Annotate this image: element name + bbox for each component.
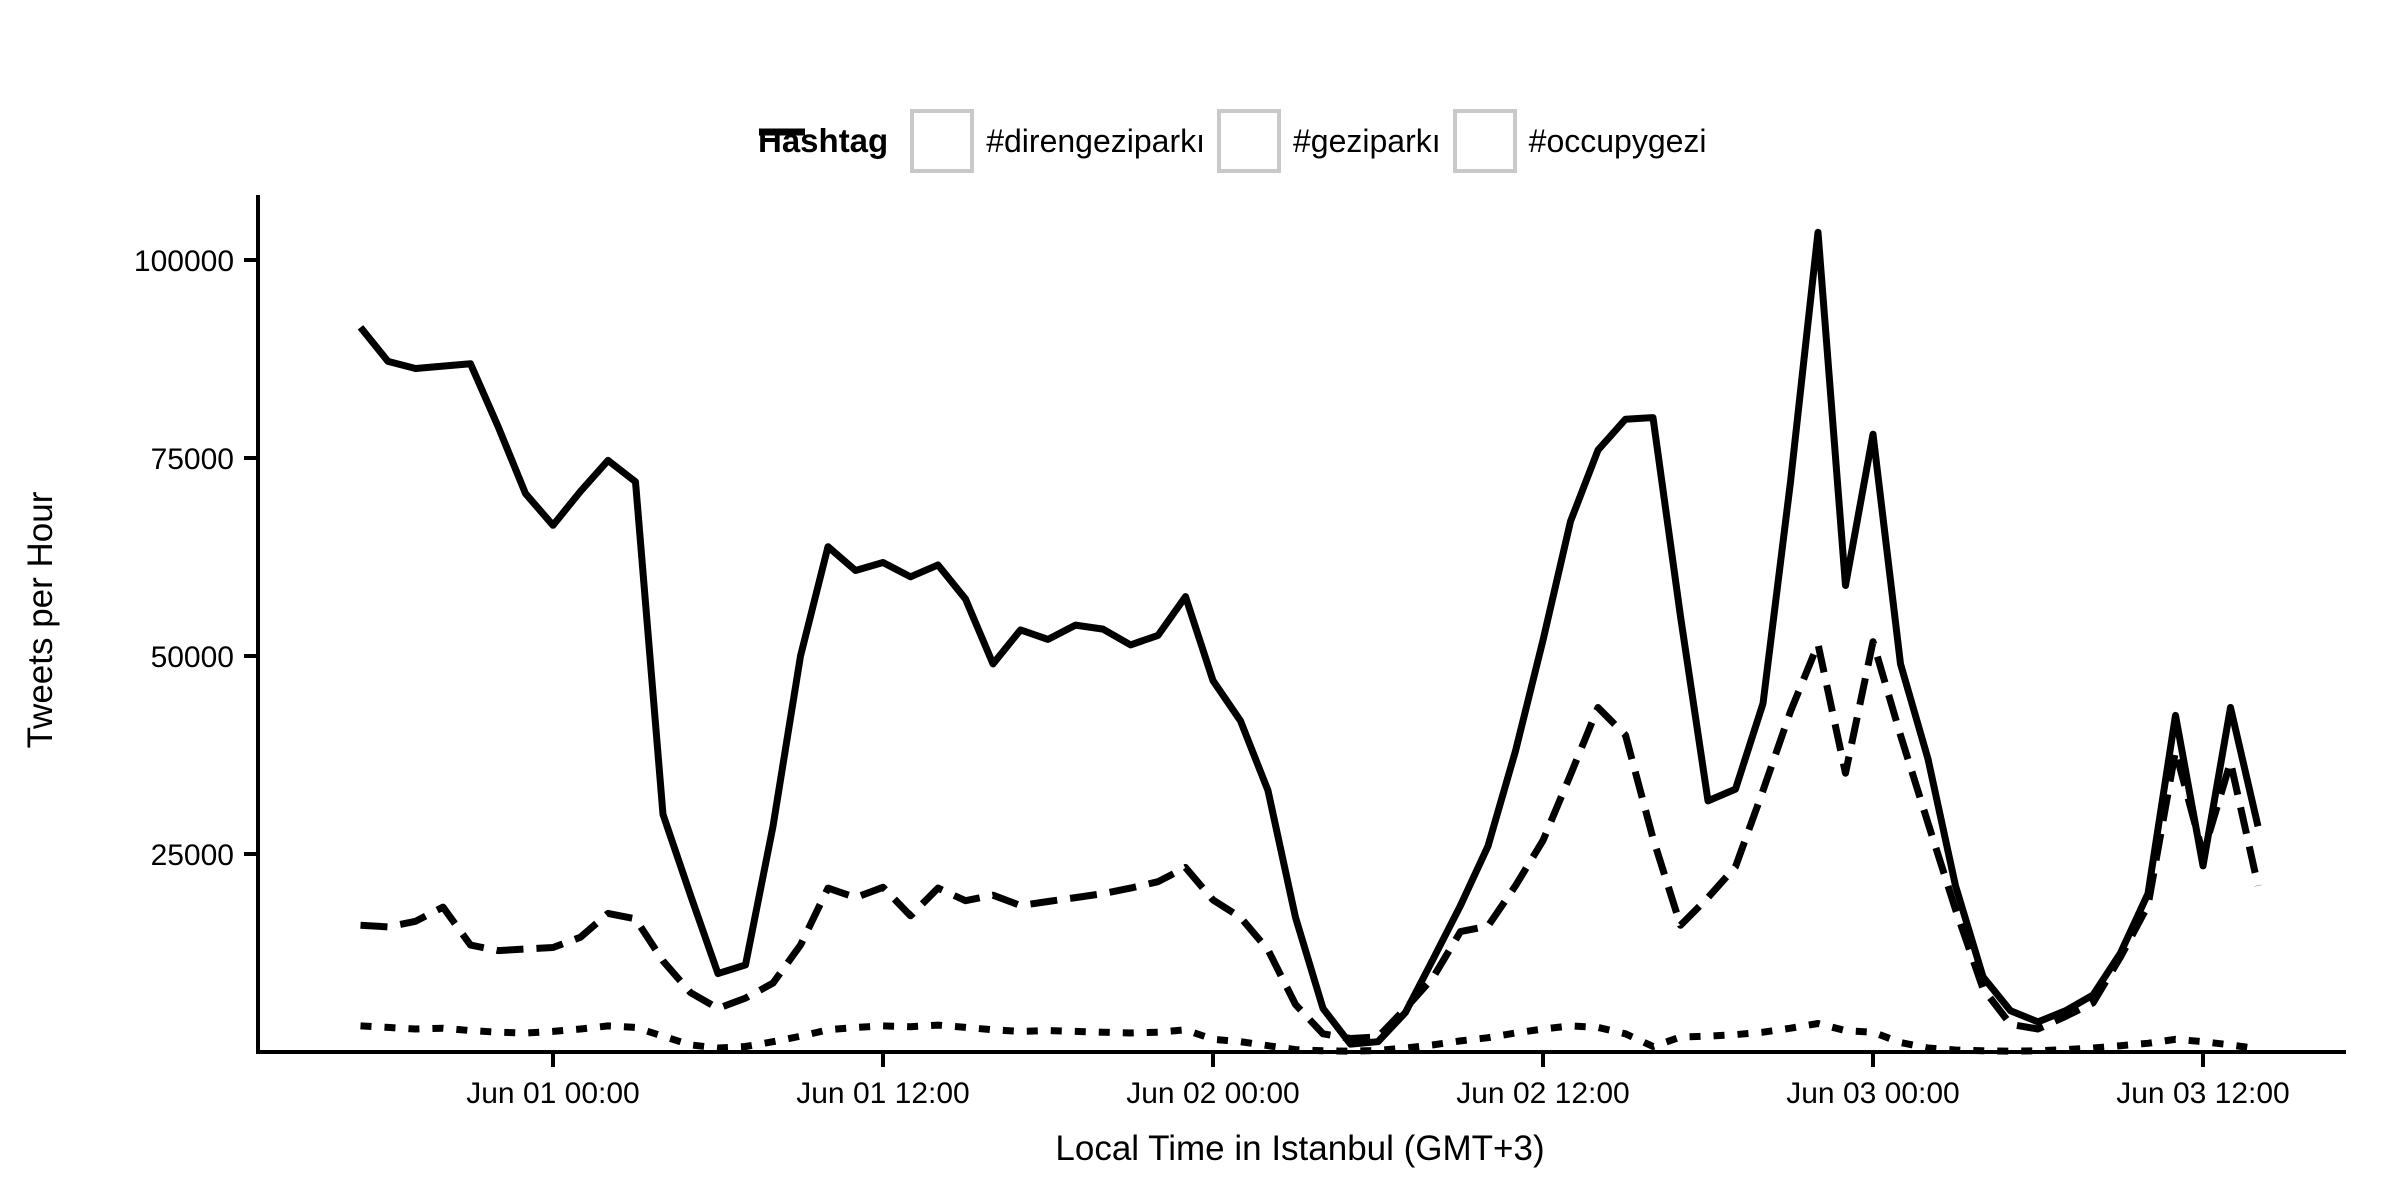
legend-title: Hashtag (758, 122, 889, 159)
legend-key-occupygezi (759, 109, 1517, 173)
series-lines (357, 228, 2262, 1055)
x-axis-title: Local Time in Istanbul (GMT+3) (1055, 1129, 1544, 1168)
x-tick-label: Jun 02 12:00 (1456, 1077, 1629, 1110)
x-tick-label: Jun 02 00:00 (1126, 1077, 1299, 1110)
series-line-occupygezi (360, 638, 2262, 1042)
series-line-direngezipark (357, 228, 2262, 1048)
x-tick-label: Jun 03 12:00 (2116, 1077, 2289, 1110)
y-axis-ticks: 25000 50000 75000 100000 (134, 245, 258, 872)
x-tick-label: Jun 03 00:00 (1786, 1077, 1959, 1110)
legend-key-geziparki (759, 109, 1281, 173)
y-tick-label: 25000 (151, 839, 234, 872)
y-tick-label: 100000 (134, 245, 234, 278)
legend: Hashtag #direngeziparkı #geziparkı #occu… (758, 108, 1707, 174)
legend-label-geziparki: #geziparkı (1293, 122, 1441, 159)
y-tick-label: 75000 (151, 443, 234, 476)
x-axis-ticks: Jun 01 00:00 Jun 01 12:00 Jun 02 00:00 Jun … (466, 1052, 2290, 1110)
series-line-gezipark (360, 1020, 2259, 1055)
legend-key-direngeziparki (759, 109, 975, 173)
y-axis-title: Tweets per Hour (21, 491, 60, 748)
x-tick-label: Jun 01 12:00 (796, 1077, 969, 1110)
x-tick-label: Jun 01 00:00 (466, 1077, 639, 1110)
legend-label-direngeziparki: #direngeziparkı (986, 122, 1205, 159)
y-tick-label: 50000 (151, 641, 234, 674)
legend-label-occupygezi: #occupygezi (1528, 122, 1707, 159)
